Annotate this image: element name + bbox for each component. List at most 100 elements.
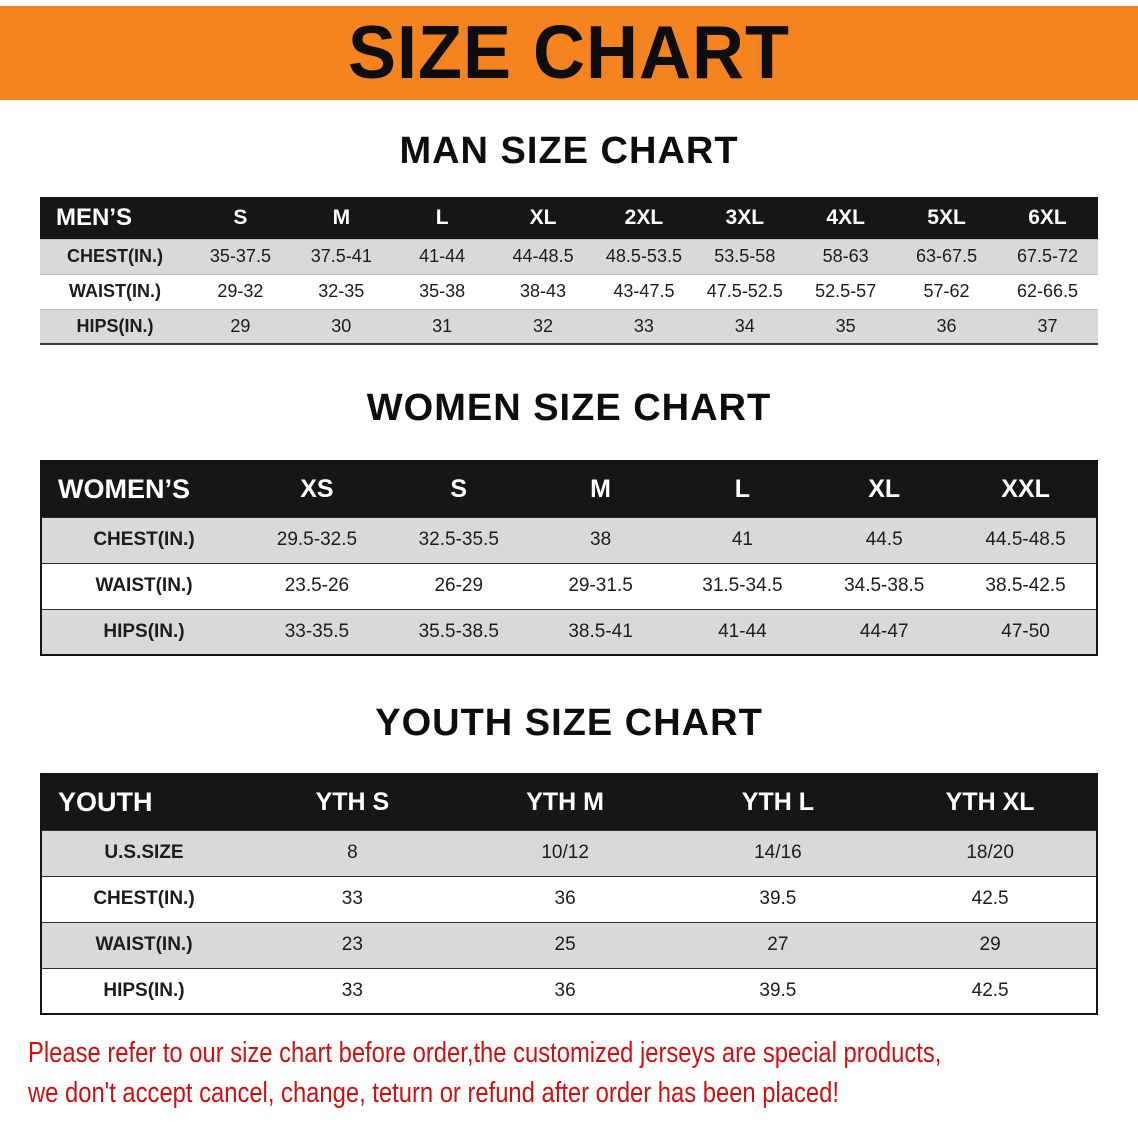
size-value: 33-35.5 [246,608,388,655]
row-label: WAIST(IN.) [41,562,246,609]
size-value: 47-50 [955,608,1097,655]
size-value: 63-67.5 [896,238,997,274]
section-women: WOMEN SIZE CHART WOMEN’S XS S M L XL XXL CHEST(I… [40,387,1098,656]
size-column-header: XS [246,461,388,517]
table-row: CHEST(IN.) 33 36 39.5 42.5 [41,875,1097,922]
row-label: WAIST(IN.) [41,921,246,968]
size-value: 32 [492,308,594,344]
size-value: 48.5-53.5 [593,238,695,274]
size-value: 38-43 [492,273,594,309]
size-value: 32.5-35.5 [387,516,530,563]
size-value: 37 [997,308,1098,344]
size-column-header: YTH XL [884,774,1097,830]
size-value: 33 [593,308,695,344]
size-column-header: S [387,461,530,517]
table-row: WAIST(IN.) 23.5-26 26-29 29-31.5 31.5-34.5 34… [41,562,1097,609]
row-label: CHEST(IN.) [40,238,190,274]
size-value: 44-47 [813,608,956,655]
size-value: 32-35 [290,273,392,309]
size-value: 44-48.5 [492,238,594,274]
row-label: CHEST(IN.) [41,875,246,922]
footer-line-1: Please refer to our size chart before or… [28,1037,942,1069]
size-value: 25 [458,921,672,968]
table-title: WOMEN’S [41,461,246,517]
size-column-header: XL [492,197,594,239]
table-row: CHEST(IN.) 35-37.5 37.5-41 41-44 44-48.5 48.5… [40,238,1098,274]
row-label: WAIST(IN.) [40,273,190,309]
size-value: 34 [694,308,796,344]
size-column-header: 4XL [795,197,897,239]
size-column-header: M [290,197,392,239]
table-row: WAIST(IN.) 23 25 27 29 [41,921,1097,968]
size-value: 44.5-48.5 [955,516,1097,563]
size-chart-banner: SIZE CHART [0,6,1138,100]
size-value: 29 [884,921,1097,968]
size-value: 10/12 [458,829,672,876]
size-value: 36 [458,967,672,1014]
size-value: 52.5-57 [795,273,897,309]
size-value: 41-44 [671,608,814,655]
size-value: 38.5-42.5 [955,562,1097,609]
size-value: 29.5-32.5 [246,516,388,563]
size-value: 42.5 [884,967,1097,1014]
table-row: WAIST(IN.) 29-32 32-35 35-38 38-43 43-47.5 47.… [40,273,1098,309]
sections: MAN SIZE CHART MEN’S S M L XL 2XL 3XL 4XL 5XL 6XL C… [0,130,1138,1015]
table-title: MEN’S [40,197,190,239]
size-column-header: M [529,461,672,517]
size-value: 36 [458,875,672,922]
table-title: YOUTH [41,774,246,830]
size-value: 35-38 [391,273,493,309]
men-size-table: MEN’S S M L XL 2XL 3XL 4XL 5XL 6XL CHEST(IN.) 35-37… [40,197,1098,345]
size-column-header: L [671,461,814,517]
table-row: CHEST(IN.) 29.5-32.5 32.5-35.5 38 41 44.5 44.5… [41,516,1097,563]
youth-section-heading: YOUTH SIZE CHART [375,702,763,744]
size-value: 41 [671,516,814,563]
size-value: 42.5 [884,875,1097,922]
size-value: 34.5-38.5 [813,562,956,609]
footer-line-2: we don't accept cancel, change, teturn o… [28,1077,839,1110]
size-column-header: XXL [955,461,1097,517]
size-value: 35-37.5 [190,238,291,274]
footer-notice: Please refer to our size chart before or… [0,1033,1138,1113]
size-value: 47.5-52.5 [694,273,796,309]
size-value: 29 [190,308,291,344]
size-value: 39.5 [671,967,885,1014]
size-value: 29-31.5 [529,562,672,609]
size-value: 41-44 [391,238,493,274]
size-value: 58-63 [795,238,897,274]
table-row: HIPS(IN.) 33-35.5 35.5-38.5 38.5-41 41-44 44-… [41,608,1097,655]
size-value: 33 [246,875,459,922]
size-value: 31 [391,308,493,344]
size-value: 62-66.5 [997,273,1098,309]
row-label: HIPS(IN.) [41,967,246,1014]
size-column-header: YTH S [246,774,459,830]
size-value: 33 [246,967,459,1014]
youth-size-table: YOUTH YTH S YTH M YTH L YTH XL U.S.SIZE 8 10/12… [40,773,1098,1015]
size-value: 30 [290,308,392,344]
row-label: CHEST(IN.) [41,516,246,563]
banner-title: SIZE CHART [348,11,790,95]
size-value: 39.5 [671,875,885,922]
size-value: 38 [529,516,672,563]
size-value: 35 [795,308,897,344]
size-value: 27 [671,921,885,968]
row-label: HIPS(IN.) [40,308,190,344]
size-value: 31.5-34.5 [671,562,814,609]
size-value: 14/16 [671,829,885,876]
table-row: HIPS(IN.) 33 36 39.5 42.5 [41,967,1097,1014]
size-value: 57-62 [896,273,997,309]
row-label: HIPS(IN.) [41,608,246,655]
size-value: 35.5-38.5 [387,608,530,655]
table-row: U.S.SIZE 8 10/12 14/16 18/20 [41,829,1097,876]
size-value: 23 [246,921,459,968]
table-header-row: MEN’S S M L XL 2XL 3XL 4XL 5XL 6XL [40,197,1098,239]
table-header-row: WOMEN’S XS S M L XL XXL [41,461,1097,517]
size-value: 18/20 [884,829,1097,876]
size-value: 67.5-72 [997,238,1098,274]
section-men: MAN SIZE CHART MEN’S S M L XL 2XL 3XL 4XL 5XL 6XL C… [40,130,1098,345]
row-label: U.S.SIZE [41,829,246,876]
size-column-header: 6XL [997,197,1098,239]
size-column-header: 3XL [694,197,796,239]
table-row: HIPS(IN.) 29 30 31 32 33 34 35 36 37 [40,308,1098,344]
size-value: 26-29 [387,562,530,609]
